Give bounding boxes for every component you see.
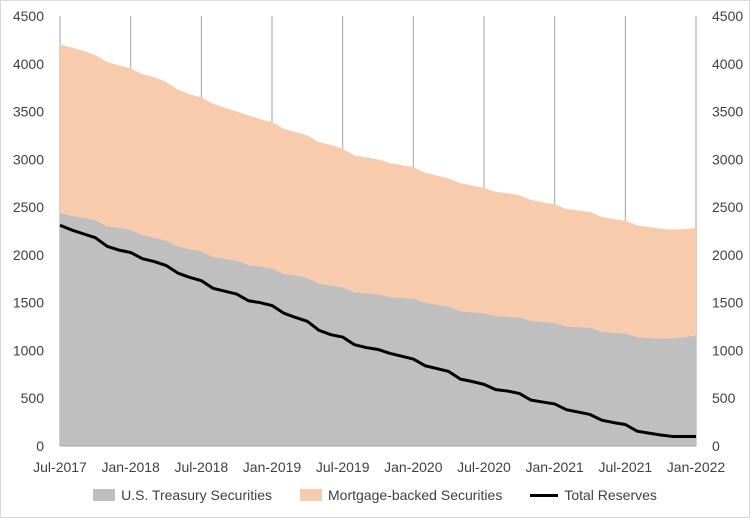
y-tick-label-right: 500: [712, 390, 736, 406]
y-tick-label-left: 2500: [13, 199, 44, 215]
area-mortgage-backed-securities: [60, 44, 696, 339]
legend-label-reserves: Total Reserves: [564, 487, 657, 503]
x-tick-label: Jul-2018: [174, 459, 228, 475]
legend-label-treasury: U.S. Treasury Securities: [121, 487, 273, 503]
y-tick-label-right: 0: [712, 438, 720, 454]
x-tick-label: Jul-2019: [316, 459, 370, 475]
y-tick-label-left: 3000: [13, 151, 44, 167]
y-tick-label-right: 1000: [712, 342, 743, 358]
legend-swatch-mbs: [300, 489, 323, 501]
y-tick-label-left: 0: [36, 438, 44, 454]
legend-swatch-reserves: [530, 493, 559, 497]
y-tick-label-left: 4500: [13, 8, 44, 24]
y-tick-label-left: 500: [21, 390, 45, 406]
axes: 0 0 500 500 1000 1000 1500 1500 2000 2000 2500 2500…: [13, 8, 744, 475]
x-tick-label: Jan-2018: [101, 459, 160, 475]
y-tick-label-right: 4000: [712, 56, 743, 72]
legend-item-reserves: Total Reserves: [530, 487, 657, 503]
y-tick-label-right: 1500: [712, 295, 743, 311]
x-tick-label: Jan-2020: [384, 459, 443, 475]
y-tick-label-left: 3500: [13, 104, 44, 120]
y-tick-label-right: 3500: [712, 104, 743, 120]
y-tick-label-left: 4000: [13, 56, 44, 72]
y-tick-label-left: 1000: [13, 342, 44, 358]
area-treasury-securities: [60, 212, 696, 446]
y-tick-label-left: 1500: [13, 295, 44, 311]
legend-swatch-treasury: [93, 489, 116, 501]
x-tick-label: Jan-2019: [243, 459, 302, 475]
area-series: [60, 44, 696, 446]
x-tick-label: Jul-2021: [598, 459, 652, 475]
x-tick-label: Jan-2022: [667, 459, 726, 475]
legend-item-mbs: Mortgage-backed Securities: [300, 487, 502, 503]
x-tick-label: Jan-2021: [525, 459, 584, 475]
legend-label-mbs: Mortgage-backed Securities: [328, 487, 503, 503]
x-tick-label: Jul-2020: [457, 459, 511, 475]
y-tick-label-right: 2500: [712, 199, 743, 215]
legend: U.S. Treasury Securities Mortgage-backed…: [0, 484, 750, 506]
legend-item-treasury: U.S. Treasury Securities: [93, 487, 272, 503]
line-series: [59, 223, 696, 438]
line-total-reserves: [59, 223, 696, 438]
y-tick-label-right: 2000: [712, 247, 743, 263]
y-tick-label-right: 4500: [712, 8, 743, 24]
y-tick-label-left: 2000: [13, 247, 44, 263]
x-tick-label: Jul-2017: [33, 459, 87, 475]
y-tick-label-right: 3000: [712, 151, 743, 167]
